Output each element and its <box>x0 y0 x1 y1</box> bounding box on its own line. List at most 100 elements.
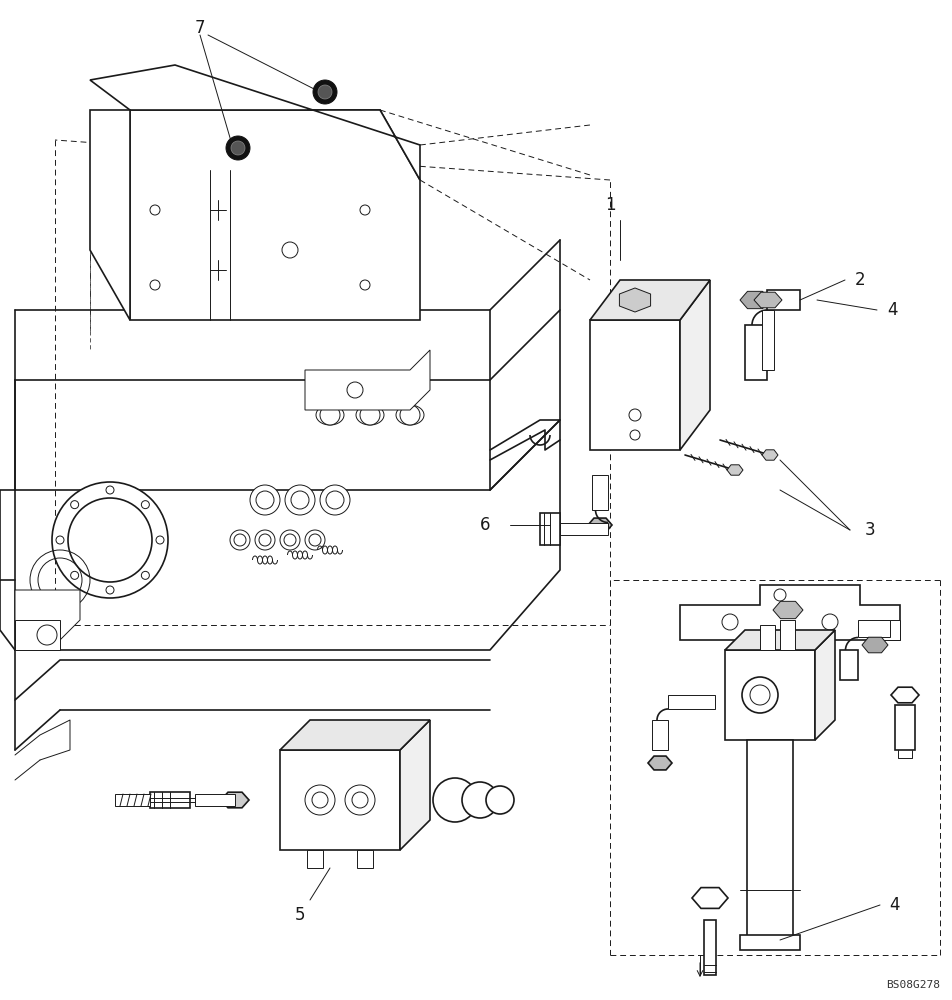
Polygon shape <box>280 750 400 850</box>
Circle shape <box>305 530 325 550</box>
Circle shape <box>360 205 370 215</box>
Circle shape <box>234 534 246 546</box>
Circle shape <box>750 685 770 705</box>
Polygon shape <box>840 650 858 680</box>
Polygon shape <box>652 720 668 750</box>
Polygon shape <box>280 720 430 750</box>
Polygon shape <box>727 465 743 475</box>
Circle shape <box>156 536 164 544</box>
Polygon shape <box>745 325 767 380</box>
Circle shape <box>630 430 640 440</box>
Polygon shape <box>115 794 150 806</box>
Circle shape <box>774 589 786 601</box>
Polygon shape <box>150 792 190 808</box>
Circle shape <box>400 405 420 425</box>
Polygon shape <box>815 630 835 740</box>
Polygon shape <box>357 850 373 868</box>
Text: 2: 2 <box>855 271 865 289</box>
Polygon shape <box>692 888 728 908</box>
Text: 1: 1 <box>605 196 615 214</box>
Polygon shape <box>725 650 815 740</box>
Circle shape <box>37 625 57 645</box>
Text: 6: 6 <box>480 516 490 534</box>
Polygon shape <box>592 475 608 510</box>
Polygon shape <box>862 637 888 653</box>
Polygon shape <box>891 687 919 703</box>
Circle shape <box>309 534 321 546</box>
Polygon shape <box>620 288 650 312</box>
Circle shape <box>231 141 245 155</box>
Polygon shape <box>307 850 323 868</box>
Circle shape <box>150 280 160 290</box>
Circle shape <box>141 571 149 579</box>
Circle shape <box>360 280 370 290</box>
Polygon shape <box>767 290 800 310</box>
Polygon shape <box>762 310 774 370</box>
Circle shape <box>250 485 280 515</box>
Circle shape <box>312 792 328 808</box>
Circle shape <box>345 785 375 815</box>
Polygon shape <box>858 620 890 637</box>
Circle shape <box>360 405 380 425</box>
Circle shape <box>320 405 340 425</box>
Circle shape <box>52 482 168 598</box>
Circle shape <box>106 586 114 594</box>
Circle shape <box>347 382 363 398</box>
Polygon shape <box>680 585 900 640</box>
Text: 4: 4 <box>886 301 897 319</box>
Polygon shape <box>590 280 710 320</box>
Circle shape <box>259 534 271 546</box>
Circle shape <box>150 205 160 215</box>
Polygon shape <box>90 65 420 180</box>
Polygon shape <box>15 590 80 640</box>
Circle shape <box>629 409 641 421</box>
Circle shape <box>56 536 64 544</box>
Polygon shape <box>773 601 803 619</box>
Circle shape <box>256 491 274 509</box>
Polygon shape <box>895 705 915 750</box>
Polygon shape <box>780 620 795 650</box>
Polygon shape <box>590 320 680 450</box>
Text: BS08G278: BS08G278 <box>886 980 940 990</box>
Text: 5: 5 <box>295 906 306 924</box>
Polygon shape <box>540 513 560 545</box>
Polygon shape <box>90 110 130 320</box>
Polygon shape <box>740 935 800 950</box>
Circle shape <box>305 785 335 815</box>
Polygon shape <box>762 450 778 460</box>
Circle shape <box>255 530 275 550</box>
Polygon shape <box>668 695 715 709</box>
Polygon shape <box>648 756 672 770</box>
Circle shape <box>326 491 344 509</box>
Text: 3: 3 <box>864 521 875 539</box>
Circle shape <box>291 491 309 509</box>
Circle shape <box>226 136 250 160</box>
Polygon shape <box>680 280 710 450</box>
Polygon shape <box>880 620 900 640</box>
Polygon shape <box>754 292 782 308</box>
Circle shape <box>742 677 778 713</box>
Polygon shape <box>400 720 430 850</box>
Polygon shape <box>725 630 835 650</box>
Circle shape <box>106 486 114 494</box>
Circle shape <box>722 614 738 630</box>
Polygon shape <box>747 740 793 940</box>
Circle shape <box>352 792 368 808</box>
Circle shape <box>313 80 337 104</box>
Circle shape <box>433 778 477 822</box>
Polygon shape <box>221 792 249 808</box>
Circle shape <box>318 85 332 99</box>
Polygon shape <box>195 794 235 806</box>
Circle shape <box>70 571 79 579</box>
Text: 7: 7 <box>195 19 206 37</box>
Circle shape <box>822 614 838 630</box>
Circle shape <box>320 485 350 515</box>
Polygon shape <box>305 350 430 410</box>
Circle shape <box>70 501 79 509</box>
Polygon shape <box>560 523 608 535</box>
Polygon shape <box>740 291 770 309</box>
Polygon shape <box>760 625 775 650</box>
Text: 4: 4 <box>890 896 901 914</box>
Polygon shape <box>130 110 420 320</box>
Circle shape <box>282 242 298 258</box>
